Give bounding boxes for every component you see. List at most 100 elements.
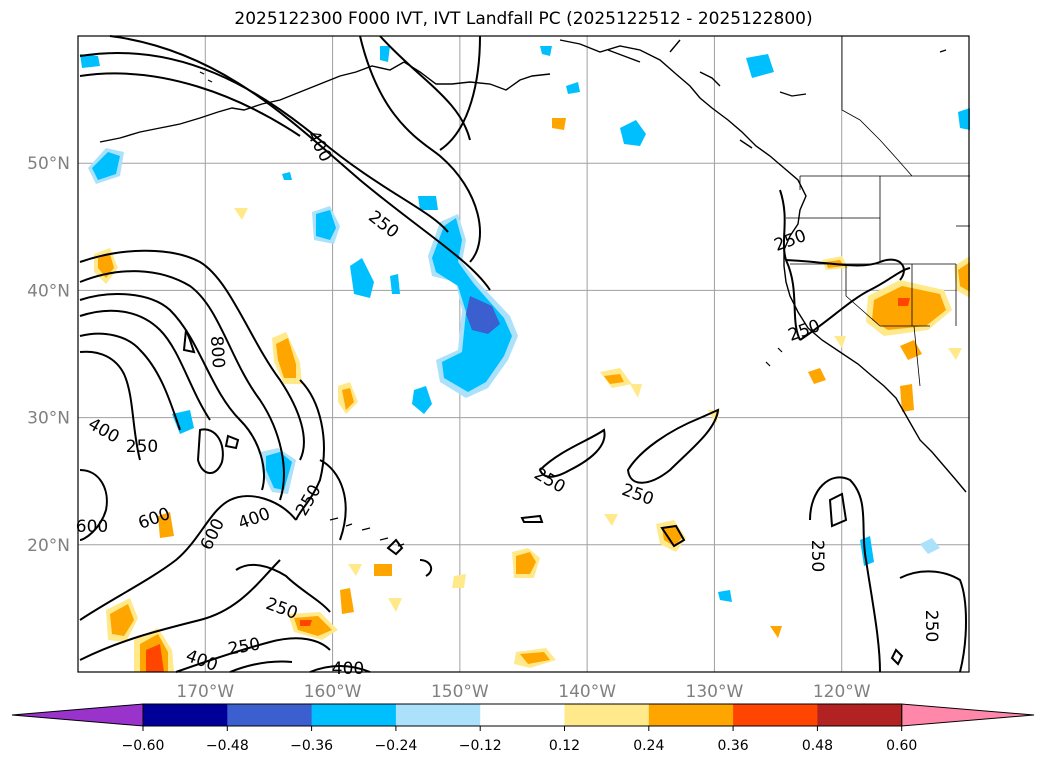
warm-patch <box>604 514 618 526</box>
warm-patch <box>520 652 550 664</box>
longitude-label: 130°W <box>686 682 744 702</box>
colorbar-bin <box>311 704 397 726</box>
warm-patch <box>770 626 782 638</box>
colorbar <box>11 703 1035 727</box>
blue-patch <box>566 82 580 94</box>
svg-text:400: 400 <box>332 659 364 679</box>
warm-patch <box>872 286 946 330</box>
colorbar-bin <box>733 704 818 726</box>
blue-patch <box>266 452 292 490</box>
contour-label: 250 <box>921 610 941 642</box>
warm-patch <box>374 564 392 576</box>
warm-patch <box>900 384 914 412</box>
svg-text:250: 250 <box>263 594 300 624</box>
blue-patch <box>172 410 194 434</box>
colorbar-tick-label: 0.60 <box>886 738 917 754</box>
warm-patch <box>808 368 826 384</box>
latitude-label: 30°N <box>27 409 70 429</box>
warm-patch <box>630 384 642 398</box>
contour-label: 250 <box>619 480 656 510</box>
blue-patch <box>920 538 940 554</box>
pc-shading <box>80 46 970 672</box>
blue-patch <box>80 54 100 68</box>
longitude-label: 120°W <box>813 682 871 702</box>
contour-label: 400 <box>236 504 273 534</box>
svg-text:250: 250 <box>807 540 827 572</box>
colorbar-bin <box>817 704 903 726</box>
warm-patch <box>948 348 962 360</box>
warm-patch <box>662 526 682 546</box>
contour-label: 250 <box>772 226 809 256</box>
warm-patch <box>900 340 922 360</box>
colorbar-tick-label: −0.48 <box>206 738 249 754</box>
contour-label: 250 <box>530 464 568 498</box>
warm-patch <box>604 374 624 384</box>
contour-label: 250 <box>226 634 261 659</box>
warm-patch <box>516 552 536 574</box>
islands <box>199 49 947 547</box>
longitude-labels: 170°W 160°W 150°W 140°W 130°W 120°W <box>176 682 870 702</box>
blue-patch <box>316 210 336 240</box>
contour-label: 400 <box>332 659 364 679</box>
warm-patch <box>958 262 970 292</box>
colorbar-bin <box>227 704 313 726</box>
map-frame <box>77 35 970 673</box>
warm-patch <box>552 118 566 130</box>
colorbar-extend-low <box>11 703 144 727</box>
latitude-label: 40°N <box>27 281 70 301</box>
blue-patch <box>540 46 552 56</box>
colorbar-tick-label: 0.36 <box>718 738 749 754</box>
colorbar-tick-label: −0.12 <box>459 738 502 754</box>
blue-patch <box>746 54 774 78</box>
svg-text:250: 250 <box>126 437 158 457</box>
blue-patch <box>350 258 374 298</box>
longitude-label: 160°W <box>304 682 362 702</box>
warm-patch <box>146 644 164 672</box>
warm-patch <box>300 620 312 626</box>
colorbar-tick-label: 0.24 <box>633 738 664 754</box>
warm-patch <box>388 598 402 612</box>
warm-patch <box>110 604 134 636</box>
colorbar-tick-labels: −0.60 −0.48 −0.36 −0.24 −0.12 0.12 0.24 0.36 0.4… <box>122 726 917 754</box>
contour-label: 250 <box>263 594 300 624</box>
map-title: 2025122300 F000 IVT, IVT Landfall PC (20… <box>234 9 813 29</box>
longitude-label: 170°W <box>176 682 234 702</box>
warm-patch <box>342 388 354 410</box>
contour-label: 250 <box>786 316 823 346</box>
colorbar-bin <box>648 704 734 726</box>
warm-patch <box>340 588 354 614</box>
svg-text:250: 250 <box>619 480 656 510</box>
colorbar-tick-label: 0.48 <box>802 738 833 754</box>
svg-text:800: 800 <box>206 335 228 369</box>
political-borders <box>786 36 970 387</box>
blue-patch <box>92 152 120 180</box>
contour-label: 250 <box>126 437 158 457</box>
svg-text:250: 250 <box>786 316 823 346</box>
contour-label: 600 <box>76 517 108 537</box>
blue-patch <box>466 296 500 334</box>
svg-text:250: 250 <box>772 226 809 256</box>
graticule <box>78 36 969 672</box>
blue-patch <box>380 46 390 62</box>
warm-patch <box>234 208 248 220</box>
blue-patch <box>412 386 432 414</box>
longitude-label: 140°W <box>558 682 616 702</box>
warm-patch <box>276 338 296 378</box>
warm-patch <box>898 298 910 306</box>
warm-patch <box>452 574 466 588</box>
latitude-label: 50°N <box>27 154 70 174</box>
warm-patch <box>98 254 114 278</box>
contour-label: 400 <box>84 414 122 448</box>
colorbar-tick-label: −0.60 <box>122 738 165 754</box>
colorbar-bin <box>143 704 228 726</box>
svg-text:250: 250 <box>921 610 941 642</box>
contour-label: 250 <box>364 207 402 243</box>
warm-patch <box>348 564 362 576</box>
latitude-labels: 50°N 40°N 30°N 20°N <box>27 154 70 556</box>
blue-patch <box>718 590 732 602</box>
warm-patch <box>834 336 846 348</box>
colorbar-bin <box>395 704 481 726</box>
warm-patch <box>158 512 174 538</box>
ivt-contours <box>79 35 967 673</box>
